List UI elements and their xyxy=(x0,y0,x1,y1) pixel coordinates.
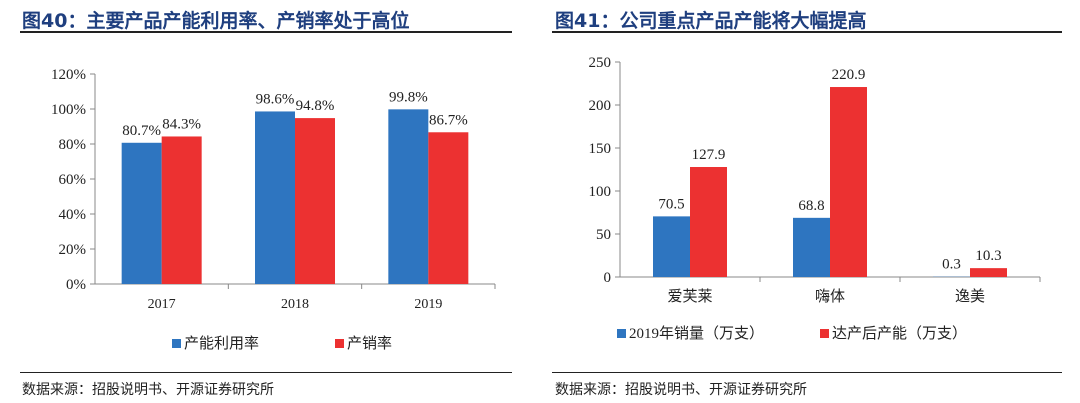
y-tick-label: 100 xyxy=(589,184,612,200)
bar-red xyxy=(970,268,1007,277)
x-tick-label: 爱芙莱 xyxy=(667,288,712,305)
legend-swatch xyxy=(820,329,829,338)
source-left: 数据来源：招股说明书、开源证券研究所 xyxy=(22,382,274,398)
legend-swatch xyxy=(172,339,181,348)
x-tick-label: 2018 xyxy=(281,297,309,312)
legend-label: 产能利用率 xyxy=(184,335,259,352)
y-tick-label: 120% xyxy=(51,67,86,83)
data-label: 86.7% xyxy=(429,112,468,128)
data-label: 84.3% xyxy=(162,116,201,132)
bar-blue xyxy=(388,109,429,284)
data-label: 10.3 xyxy=(975,248,1001,264)
legend-swatch xyxy=(617,329,626,338)
data-label: 94.8% xyxy=(296,98,335,114)
x-tick-label: 嗨体 xyxy=(815,288,845,305)
y-tick-label: 60% xyxy=(59,172,87,188)
legend-label: 产销率 xyxy=(347,335,392,352)
y-tick-label: 50 xyxy=(596,227,611,243)
y-tick-label: 250 xyxy=(589,55,612,71)
y-tick-label: 0 xyxy=(604,270,612,286)
source-right: 数据来源：招股说明书、开源证券研究所 xyxy=(555,382,807,398)
source-rule-right xyxy=(552,372,1062,373)
y-tick-label: 150 xyxy=(589,141,612,157)
title-rule-left xyxy=(20,31,512,33)
data-label: 0.3 xyxy=(942,257,961,273)
y-tick-label: 200 xyxy=(589,98,612,114)
legend-label: 达产后产能（万支） xyxy=(832,325,967,342)
data-label: 70.5 xyxy=(658,196,684,212)
bar-red xyxy=(295,118,335,284)
data-label: 127.9 xyxy=(692,147,726,163)
bar-blue xyxy=(255,111,295,284)
y-tick-label: 100% xyxy=(51,102,86,118)
data-label: 220.9 xyxy=(832,67,866,83)
data-label: 99.8% xyxy=(389,89,428,105)
x-tick-label: 2019 xyxy=(414,297,442,312)
source-rule-left xyxy=(20,372,512,373)
bar-red xyxy=(830,87,867,277)
bar-blue xyxy=(793,217,830,277)
x-tick-label: 2017 xyxy=(148,297,176,312)
legend-swatch xyxy=(335,339,344,348)
x-tick-label: 逸美 xyxy=(955,288,985,305)
title-rule-right xyxy=(552,31,1062,33)
data-label: 98.6% xyxy=(256,91,295,107)
data-label: 80.7% xyxy=(122,123,161,139)
bar-red xyxy=(690,167,727,277)
y-tick-label: 40% xyxy=(59,207,87,223)
chart-title-right: 图41：公司重点产品产能将大幅提高 xyxy=(555,10,867,32)
chart-title-left: 图40：主要产品产能利用率、产销率处于高位 xyxy=(22,10,410,32)
bar-red xyxy=(428,132,469,284)
y-tick-label: 0% xyxy=(66,277,86,293)
y-tick-label: 80% xyxy=(59,137,87,153)
bar-blue xyxy=(121,142,162,284)
legend-label: 2019年销量（万支） xyxy=(629,325,764,342)
y-tick-label: 20% xyxy=(59,242,87,258)
bar-red xyxy=(161,136,202,284)
data-label: 68.8 xyxy=(798,198,824,214)
bar-blue xyxy=(653,216,690,277)
